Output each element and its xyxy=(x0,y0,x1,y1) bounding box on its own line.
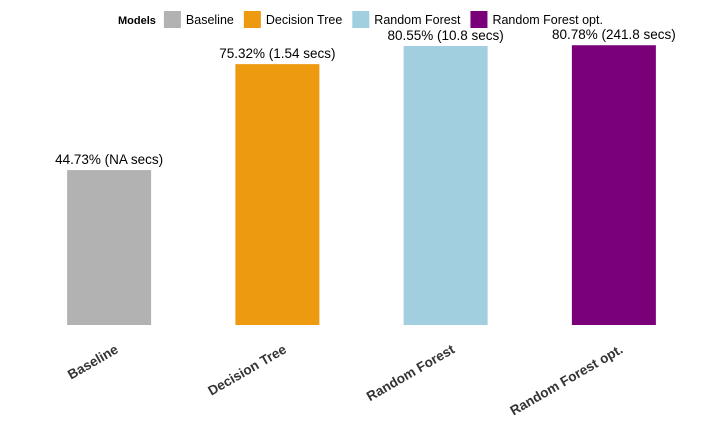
data-label-random-forest-opt: 80.78% (241.8 secs) xyxy=(552,27,676,42)
bar-random-forest xyxy=(403,46,488,326)
legend-title: Models xyxy=(118,15,156,27)
data-label-random-forest: 80.55% (10.8 secs) xyxy=(387,28,503,43)
legend-key-random-forest xyxy=(352,11,370,28)
legend-label-baseline: Baseline xyxy=(186,13,234,27)
bar-random-forest-opt xyxy=(571,45,656,325)
data-label-baseline: 44.73% (NA secs) xyxy=(55,152,163,167)
bar-baseline xyxy=(67,170,152,325)
legend-label-random-forest-opt: Random Forest opt. xyxy=(492,13,602,27)
data-labels: 44.73% (NA secs) 75.32% (1.54 secs) 80.55%… xyxy=(55,27,676,167)
x-axis-tick-labels: Baseline Decision Tree Random Forest Random… xyxy=(65,341,625,418)
x-tick-label-random-forest-opt: Random Forest opt. xyxy=(507,342,625,419)
x-tick-label-baseline: Baseline xyxy=(65,341,121,382)
data-label-decision-tree: 75.32% (1.54 secs) xyxy=(219,46,335,61)
legend-label-decision-tree: Decision Tree xyxy=(266,13,342,27)
x-tick-label-decision-tree: Decision Tree xyxy=(205,341,289,398)
legend-label-random-forest: Random Forest xyxy=(374,13,461,27)
legend: Models Baseline Decision Tree Random Fores… xyxy=(118,11,603,28)
legend-key-random-forest-opt xyxy=(470,11,488,28)
bar-decision-tree xyxy=(235,64,320,325)
bars xyxy=(67,45,656,326)
x-tick-label-random-forest: Random Forest xyxy=(364,341,458,404)
legend-key-decision-tree xyxy=(243,11,261,28)
legend-key-baseline xyxy=(163,11,181,28)
